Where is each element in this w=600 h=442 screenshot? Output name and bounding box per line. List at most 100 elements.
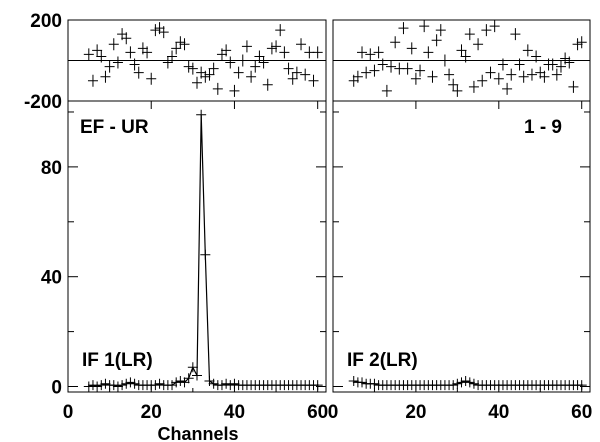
phase-point [568, 80, 579, 93]
amplitude-line [88, 114, 318, 388]
phase-point [390, 36, 401, 49]
phase-point [183, 60, 194, 73]
x-tick-label: 40 [224, 402, 245, 423]
phase-point [308, 74, 319, 87]
x-tick-label: 40 [488, 402, 509, 423]
phase-point [271, 40, 282, 53]
phase-point [402, 62, 413, 75]
phase-point [452, 84, 463, 97]
phase-point [373, 46, 384, 59]
phase-point [96, 50, 107, 63]
amplitude-point [154, 378, 165, 389]
baseline-label: EF - UR [80, 117, 149, 138]
phase-point [208, 62, 219, 75]
amplitude-point [129, 378, 140, 389]
phase-point [221, 44, 232, 57]
phase-point [287, 72, 298, 85]
phase-point [464, 28, 475, 41]
amplitude-point [196, 109, 207, 120]
phase-point [564, 56, 575, 69]
amplitude-point [460, 376, 471, 387]
phase-point [167, 50, 178, 63]
phase-point [423, 46, 434, 59]
x-axis-label: Channels [157, 424, 238, 442]
phase-point [250, 60, 261, 73]
amplitude-point [369, 378, 380, 389]
amplitude-point [204, 376, 215, 387]
phase-point [572, 38, 583, 51]
phase-point [522, 44, 533, 57]
phase-point [555, 60, 566, 73]
if-label: IF 2(LR) [347, 350, 418, 371]
x-tick-label: 20 [405, 402, 426, 423]
amplitude-point [312, 380, 323, 391]
phase-point [485, 66, 496, 79]
phase-point [162, 56, 173, 69]
phase-point [365, 48, 376, 61]
amplitude-point [348, 376, 359, 387]
phase-point [300, 68, 311, 81]
phase-point [146, 72, 157, 85]
phase-point [312, 46, 323, 59]
amplitude-frame [67, 100, 327, 393]
amplitude-point [92, 381, 103, 392]
phase-point [175, 36, 186, 49]
phase-point [386, 60, 397, 73]
phase-point [192, 76, 202, 89]
phase-point [150, 24, 161, 37]
phase-tick-label: 200 [30, 11, 62, 32]
phase-point [87, 74, 98, 87]
amplitude-point [175, 376, 186, 387]
phase-point [415, 64, 426, 77]
phase-point [258, 56, 269, 69]
phase-point [551, 68, 562, 81]
phase-point [398, 22, 409, 35]
phase-point [539, 70, 550, 83]
phase-point [576, 36, 587, 49]
phase-point [526, 68, 537, 81]
phase-point [493, 72, 504, 85]
y-tick-label: 80 [41, 158, 62, 179]
phase-point [531, 50, 542, 63]
amplitude-point [208, 378, 219, 389]
phase-point [179, 38, 190, 51]
phase-point [237, 54, 248, 67]
phase-point [547, 58, 558, 71]
phase-point [129, 58, 140, 71]
phase-point [377, 58, 388, 71]
baseline-label: 1 - 9 [524, 117, 562, 138]
x-tick-label: 60 [307, 402, 328, 423]
amplitude-point [179, 377, 190, 388]
phase-point [233, 66, 244, 79]
phase-tick-label: -200 [24, 92, 62, 113]
phase-point [133, 66, 144, 79]
phase-point [200, 70, 211, 83]
phase-point [212, 82, 223, 95]
amplitude-point [183, 373, 194, 384]
amplitude-point [187, 362, 198, 373]
x-tick-label: 0 [63, 402, 74, 423]
y-tick-label: 0 [51, 378, 62, 399]
amplitude-point [200, 249, 211, 260]
phase-point [497, 58, 508, 71]
amplitude-point [468, 378, 479, 389]
phase-point [225, 56, 236, 69]
phase-point [419, 20, 430, 33]
amplitude-point [452, 378, 463, 389]
amplitude-point [357, 377, 368, 388]
phase-point [431, 34, 442, 47]
phase-point [473, 38, 484, 51]
amplitude-line [353, 380, 582, 386]
phase-point [100, 70, 111, 83]
phase-point [241, 40, 252, 53]
phase-point [104, 60, 115, 73]
phase-point [514, 58, 525, 71]
phase-point [510, 28, 521, 41]
phase-point [262, 78, 273, 91]
phase-point [92, 44, 103, 57]
phase-point [229, 84, 240, 97]
amplitude-frame [332, 100, 591, 393]
amplitude-point [192, 370, 202, 381]
phase-point [204, 68, 215, 81]
x-tick-label: 20 [141, 402, 162, 423]
